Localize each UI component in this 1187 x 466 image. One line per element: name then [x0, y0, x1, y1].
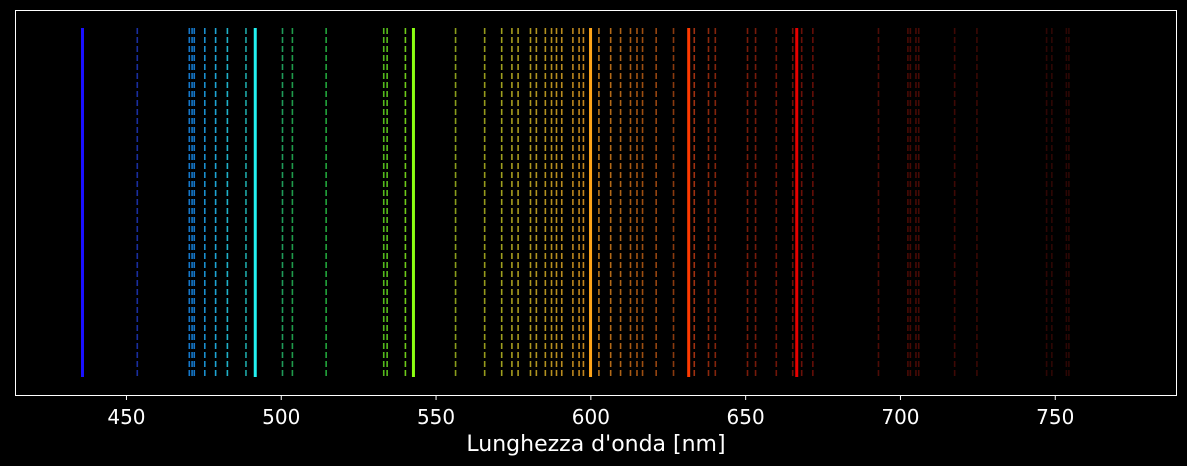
x-tick-label: 700: [881, 405, 919, 429]
x-tick-label: 550: [417, 405, 455, 429]
x-tick-label: 450: [107, 405, 145, 429]
plot-frame: [15, 10, 1177, 396]
x-axis-ticks: 450 500 550 600 650 700 750: [107, 395, 1074, 429]
x-tick-label: 750: [1036, 405, 1074, 429]
x-tick-label: 600: [572, 405, 610, 429]
x-tick-label: 500: [262, 405, 300, 429]
x-tick-label: 650: [727, 405, 765, 429]
x-axis-label: Lunghezza d'onda [nm]: [466, 432, 725, 457]
spectral-lines: [80, 28, 1070, 377]
